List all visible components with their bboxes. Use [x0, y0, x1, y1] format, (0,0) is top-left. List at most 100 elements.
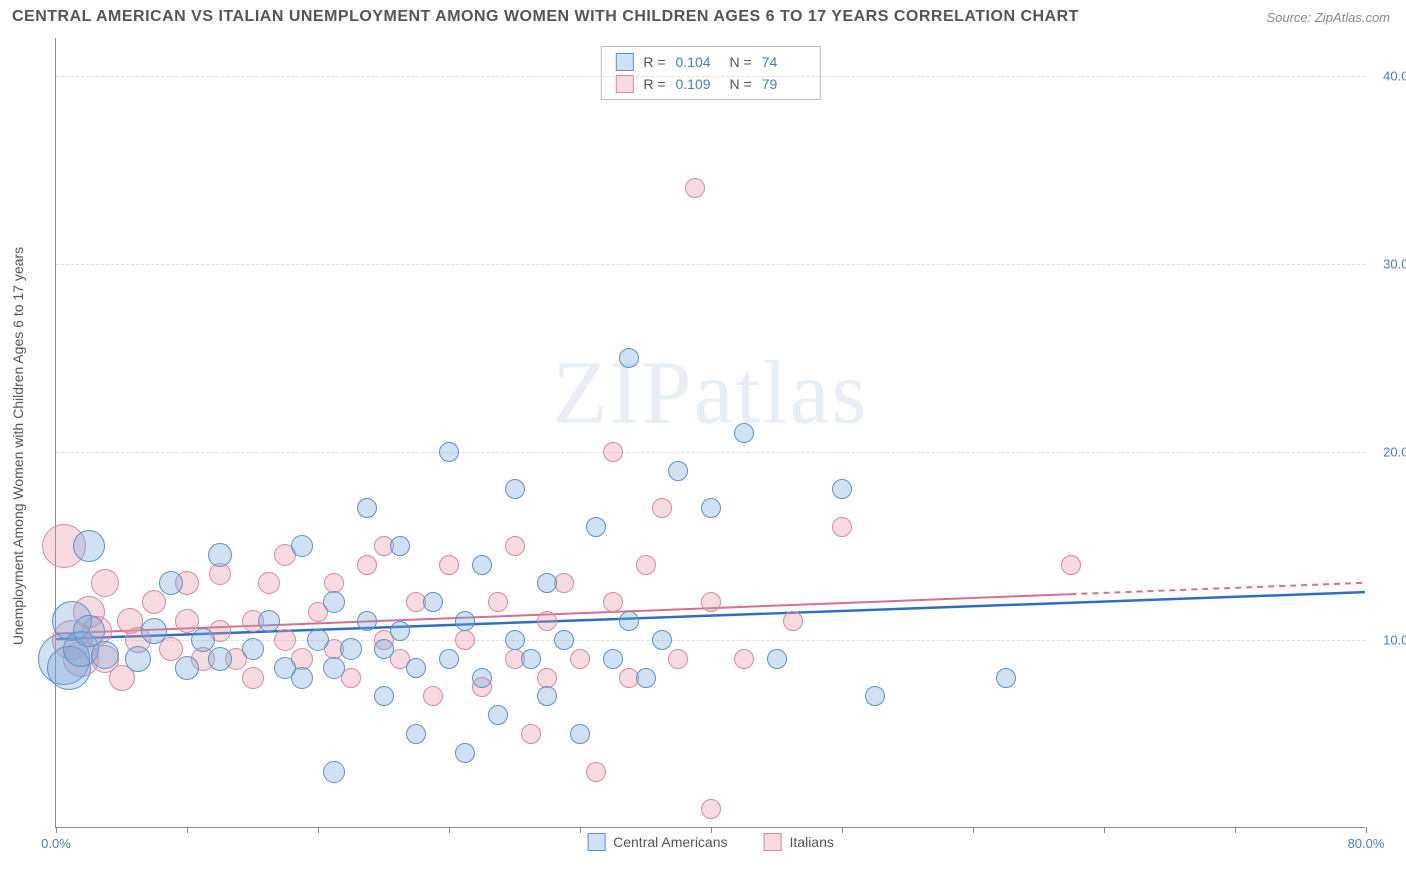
n-value: 79	[762, 76, 806, 92]
bubble-italians	[586, 762, 606, 782]
gridline	[56, 264, 1365, 265]
x-tick	[56, 827, 57, 833]
bubble-central-americans	[323, 761, 345, 783]
legend-swatch	[587, 833, 605, 851]
bubble-italians	[701, 592, 721, 612]
bubble-italians	[357, 555, 377, 575]
bubble-central-americans	[357, 498, 377, 518]
bubble-central-americans	[291, 535, 313, 557]
legend-swatch	[615, 53, 633, 71]
bubble-italians	[258, 572, 280, 594]
trend-lines	[56, 38, 1365, 827]
bubble-central-americans	[208, 647, 232, 671]
bubble-central-americans	[636, 668, 656, 688]
bubble-central-americans	[208, 543, 232, 567]
gridline	[56, 76, 1365, 77]
bubble-central-americans	[374, 639, 394, 659]
bubble-italians	[636, 555, 656, 575]
bubble-central-americans	[340, 638, 362, 660]
bubble-central-americans	[668, 461, 688, 481]
x-tick	[1366, 827, 1367, 833]
bubble-central-americans	[258, 610, 280, 632]
r-value: 0.109	[676, 76, 720, 92]
r-label: R =	[643, 76, 665, 92]
x-tick	[973, 827, 974, 833]
bubble-central-americans	[472, 668, 492, 688]
bubble-central-americans	[554, 630, 574, 650]
bubble-italians	[488, 592, 508, 612]
bubble-central-americans	[390, 536, 410, 556]
x-tick	[449, 827, 450, 833]
bubble-central-americans	[91, 641, 119, 669]
bubble-central-americans	[865, 686, 885, 706]
bubble-central-americans	[832, 479, 852, 499]
bubble-central-americans	[996, 668, 1016, 688]
bubble-italians	[603, 442, 623, 462]
bubble-central-americans	[619, 611, 639, 631]
x-tick	[711, 827, 712, 833]
bubble-italians	[701, 799, 721, 819]
legend-swatch	[615, 75, 633, 93]
bubble-italians	[242, 667, 264, 689]
source-label: Source: ZipAtlas.com	[1266, 10, 1390, 25]
legend-swatch	[764, 833, 782, 851]
n-label: N =	[730, 54, 752, 70]
bubble-italians	[537, 611, 557, 631]
bottom-legend: Central Americans Italians	[587, 833, 834, 851]
bubble-central-americans	[159, 571, 183, 595]
bubble-central-americans	[141, 618, 167, 644]
bubble-central-americans	[406, 658, 426, 678]
bubble-central-americans	[767, 649, 787, 669]
bubble-central-americans	[734, 423, 754, 443]
bubble-central-americans	[586, 517, 606, 537]
bubble-italians	[685, 178, 705, 198]
bubble-central-americans	[307, 629, 329, 651]
bubble-central-americans	[619, 348, 639, 368]
x-tick	[187, 827, 188, 833]
plot-area: ZIPatlas R =0.104N =74R =0.109N =79 Cent…	[55, 38, 1365, 828]
bubble-central-americans	[701, 498, 721, 518]
watermark: ZIPatlas	[553, 342, 869, 445]
x-tick-label: 0.0%	[41, 836, 71, 851]
y-tick-label: 40.0%	[1370, 68, 1406, 83]
bubble-central-americans	[242, 638, 264, 660]
x-tick-label: 80.0%	[1348, 836, 1385, 851]
bubble-central-americans	[439, 442, 459, 462]
legend-top-row: R =0.104N =74	[615, 51, 805, 73]
y-tick-label: 20.0%	[1370, 444, 1406, 459]
bubble-italians	[832, 517, 852, 537]
x-tick	[580, 827, 581, 833]
bubble-central-americans	[652, 630, 672, 650]
bubble-italians	[274, 629, 296, 651]
legend-label: Italians	[790, 834, 834, 850]
bubble-italians	[783, 611, 803, 631]
y-tick-label: 30.0%	[1370, 256, 1406, 271]
bubble-central-americans	[423, 592, 443, 612]
bubble-central-americans	[570, 724, 590, 744]
bubble-italians	[603, 592, 623, 612]
legend-label: Central Americans	[613, 834, 727, 850]
x-tick	[1235, 827, 1236, 833]
bubble-central-americans	[455, 611, 475, 631]
bubble-central-americans	[291, 667, 313, 689]
bubble-italians	[668, 649, 688, 669]
legend-bottom-item: Italians	[764, 833, 834, 851]
bubble-italians	[142, 590, 166, 614]
bubble-italians	[91, 569, 119, 597]
bubble-italians	[455, 630, 475, 650]
bubble-central-americans	[472, 555, 492, 575]
bubble-central-americans	[73, 530, 105, 562]
bubble-italians	[423, 686, 443, 706]
bubble-central-americans	[175, 656, 199, 680]
bubble-italians	[652, 498, 672, 518]
x-tick	[1104, 827, 1105, 833]
chart-title: CENTRAL AMERICAN VS ITALIAN UNEMPLOYMENT…	[12, 8, 1079, 26]
bubble-central-americans	[488, 705, 508, 725]
gridline	[56, 452, 1365, 453]
bubble-central-americans	[603, 649, 623, 669]
r-label: R =	[643, 54, 665, 70]
bubble-central-americans	[374, 686, 394, 706]
bubble-central-americans	[505, 630, 525, 650]
bubble-italians	[521, 724, 541, 744]
bubble-central-americans	[323, 657, 345, 679]
